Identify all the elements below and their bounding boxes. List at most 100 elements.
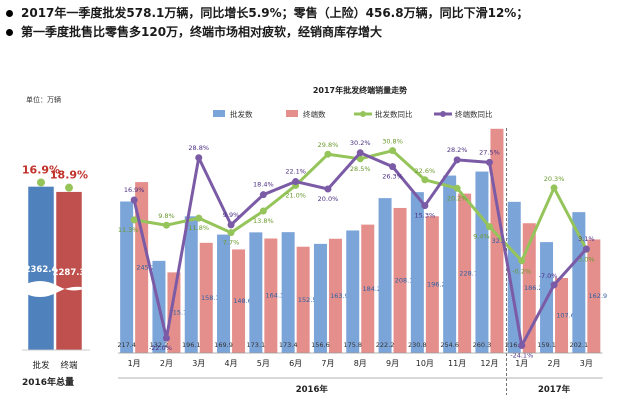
retail-yoy-label: 20.0% <box>318 195 339 203</box>
retail-yoy-label: -24.1% <box>510 352 533 360</box>
retail-yoy-point <box>292 178 300 186</box>
wholesale-bar-value: 159.1 <box>537 341 556 349</box>
retail-yoy-point <box>582 245 590 253</box>
legend-marker <box>440 111 446 117</box>
retail-yoy-point <box>453 156 461 164</box>
wholesale-bar-value: 173.1 <box>247 341 266 349</box>
retail-bar <box>555 278 569 353</box>
retail-yoy-label: 9.9% <box>223 211 240 219</box>
total-category-label: 批发 <box>32 360 50 371</box>
wholesale-yoy-point <box>485 223 493 231</box>
retail-yoy-label: 30.2% <box>350 139 371 147</box>
retail-yoy-label: 26.3% <box>382 173 403 181</box>
wholesale-bar <box>313 243 327 353</box>
retail-bar <box>328 238 342 353</box>
retail-bar-value: 208.1 <box>395 276 414 284</box>
retail-yoy-point <box>259 191 267 199</box>
wholesale-yoy-label: -0.2% <box>512 268 531 276</box>
x-tick-label: 12月 <box>480 359 498 368</box>
total-growth-marker <box>37 178 45 187</box>
retail-bar <box>199 242 213 353</box>
retail-bar <box>393 207 407 353</box>
bullet-dot-icon <box>6 10 13 17</box>
wholesale-yoy-point <box>518 257 526 265</box>
legend-label: 批发数同比 <box>375 109 413 119</box>
retail-bar <box>264 238 278 353</box>
chart-title: 2017年批发终端销量走势 <box>313 85 407 95</box>
total-bar <box>27 186 55 351</box>
retail-yoy-point <box>162 334 170 342</box>
wholesale-bar <box>346 230 360 353</box>
retail-bar-value: 164.3 <box>266 292 285 300</box>
wholesale-bar-value: 222.2 <box>376 341 395 349</box>
wholesale-yoy-label: 20.2% <box>447 194 468 202</box>
wholesale-bar-value: 217.4 <box>117 341 136 349</box>
headline-bullet-text: 第一季度批售比零售多120万，终端市场相对疲软，经销商库存增大 <box>21 25 383 39</box>
retail-bar-value: 184.2 <box>362 285 381 293</box>
x-tick-label: 11月 <box>448 359 466 368</box>
wholesale-bar <box>475 171 489 353</box>
retail-bar-value: 107.6 <box>556 312 575 320</box>
retail-yoy-point <box>550 281 558 289</box>
retail-yoy-label: 28.2% <box>447 146 468 154</box>
retail-yoy-point <box>227 221 235 229</box>
retail-bar <box>167 272 181 353</box>
x-tick-label: 1月 <box>515 359 528 368</box>
retail-yoy-point <box>324 185 332 193</box>
retail-bar-value: 158.1 <box>201 294 220 302</box>
year-group-label: 2017年 <box>538 384 571 395</box>
wholesale-bar <box>572 212 586 353</box>
retail-yoy-label: -22.0% <box>149 344 172 352</box>
x-tick-label: 4月 <box>225 359 238 368</box>
wholesale-bar-value: 254.6 <box>440 341 459 349</box>
wholesale-bar-value: 169.9 <box>214 341 233 349</box>
wholesale-bar-value: 173.4 <box>279 341 298 349</box>
wholesale-yoy-point <box>421 176 429 184</box>
wholesale-bar-value: 260.3 <box>473 341 492 349</box>
retail-bar-value: 148.6 <box>233 297 252 305</box>
wholesale-bar-value: 156.6 <box>311 341 330 349</box>
legend-marker <box>360 111 366 117</box>
wholesale-yoy-label: 30.8% <box>382 138 403 146</box>
wholesale-yoy-point <box>259 207 267 215</box>
bullet-dot-icon <box>6 29 13 36</box>
retail-bar-value: 152.5 <box>298 296 317 304</box>
wholesale-bar-value: 196.1 <box>182 341 201 349</box>
retail-yoy-label: 22.1% <box>285 168 306 176</box>
wholesale-yoy-label: 29.8% <box>318 141 339 149</box>
x-tick-label: 3月 <box>580 359 593 368</box>
legend-label: 批发数 <box>230 109 253 119</box>
legend-label: 终端数同比 <box>455 109 493 119</box>
wholesale-yoy-label: 28.5% <box>350 165 371 173</box>
retail-bar <box>296 246 310 353</box>
wholesale-yoy-label: 20.3% <box>544 175 565 183</box>
total-bar <box>55 191 83 351</box>
wholesale-bar-value: 230.8 <box>408 341 427 349</box>
headline-bullets: 2017年一季度批发578.1万辆，同比增长5.9%；零售（上险）456.8万辆… <box>6 4 614 42</box>
retail-yoy-point <box>518 342 526 350</box>
wholesale-bar-value: 132.2 <box>150 341 169 349</box>
wholesale-yoy-point <box>389 147 397 155</box>
retail-bar-value: 115.7 <box>169 309 188 317</box>
retail-bar-value: 196.2 <box>427 281 446 289</box>
wholesale-bar <box>410 192 424 353</box>
wholesale-bar-value: 216.9 <box>505 341 524 349</box>
wholesale-bar-value: 175.8 <box>343 341 362 349</box>
x-tick-label: 1月 <box>128 359 141 368</box>
wholesale-yoy-label: 9.8% <box>158 212 175 220</box>
wholesale-yoy-label: 7.7% <box>223 239 240 247</box>
wholesale-yoy-point <box>162 221 170 229</box>
retail-yoy-point <box>195 154 203 162</box>
legend-swatch <box>213 110 225 117</box>
retail-bar-value: 228.7 <box>459 269 478 277</box>
retail-bar <box>135 182 149 353</box>
retail-yoy-point <box>356 149 364 157</box>
wholesale-yoy-label: 9.4% <box>473 233 490 241</box>
x-tick-label: 7月 <box>321 359 334 368</box>
retail-bar <box>425 216 439 353</box>
unit-label: 单位：万辆 <box>26 95 61 104</box>
total-growth-label: 16.9% <box>22 163 60 176</box>
retail-bar <box>361 224 375 353</box>
retail-bar-value: 162.9 <box>589 292 608 300</box>
wholesale-yoy-point <box>227 229 235 237</box>
